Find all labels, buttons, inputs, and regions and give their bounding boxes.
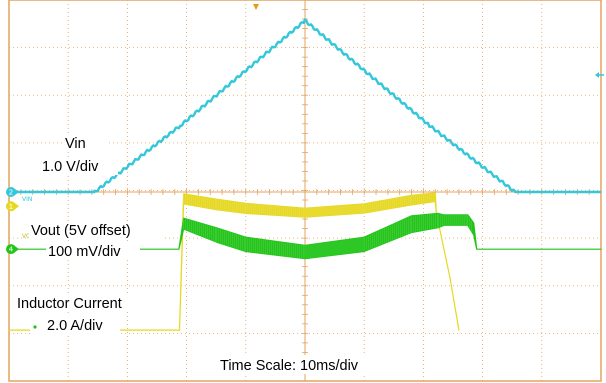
channel-2-pointer [15, 189, 19, 195]
channel-1-id: 1 [9, 203, 13, 211]
channel-1-badge [6, 201, 16, 212]
channel-4-pointer [15, 246, 19, 253]
inductor-current-trace [8, 212, 602, 260]
inductor-current-label: Inductor Current [17, 296, 122, 312]
vout-scale-label: 100 mV/div [48, 244, 121, 260]
channel-4-marker: 4 [6, 244, 19, 255]
inductor-current-ripple [183, 213, 473, 259]
vin-scale-label: 1.0 V/div [42, 159, 99, 175]
channel-2-marker: 2 [6, 187, 19, 197]
channel-1-marker: 1 [6, 201, 19, 212]
vout-label: Vout (5V offset) [31, 223, 131, 239]
vin-channel-tag: VIN [22, 196, 32, 203]
vout-ripple [183, 193, 434, 218]
ref-arrow-icon [595, 72, 604, 78]
vin-label: Vin [65, 136, 86, 152]
grid [8, 0, 602, 382]
channel-1-pointer [15, 203, 19, 210]
vout-trace [8, 192, 460, 331]
vin-trace [9, 18, 602, 194]
trigger-position-marker [253, 4, 259, 10]
channel-2-badge [6, 187, 16, 197]
channel-4-id: 4 [9, 246, 14, 254]
channel-2-id: 2 [9, 189, 13, 197]
inductor-scale-label: 2.0 A/div [47, 318, 103, 334]
inductor-channel-dot [33, 325, 37, 329]
channel-markers: 2 1 4 [6, 187, 19, 255]
timescale-label: Time Scale: 10ms/div [220, 358, 359, 374]
waveforms [8, 18, 602, 331]
channel-4-badge [6, 244, 16, 255]
